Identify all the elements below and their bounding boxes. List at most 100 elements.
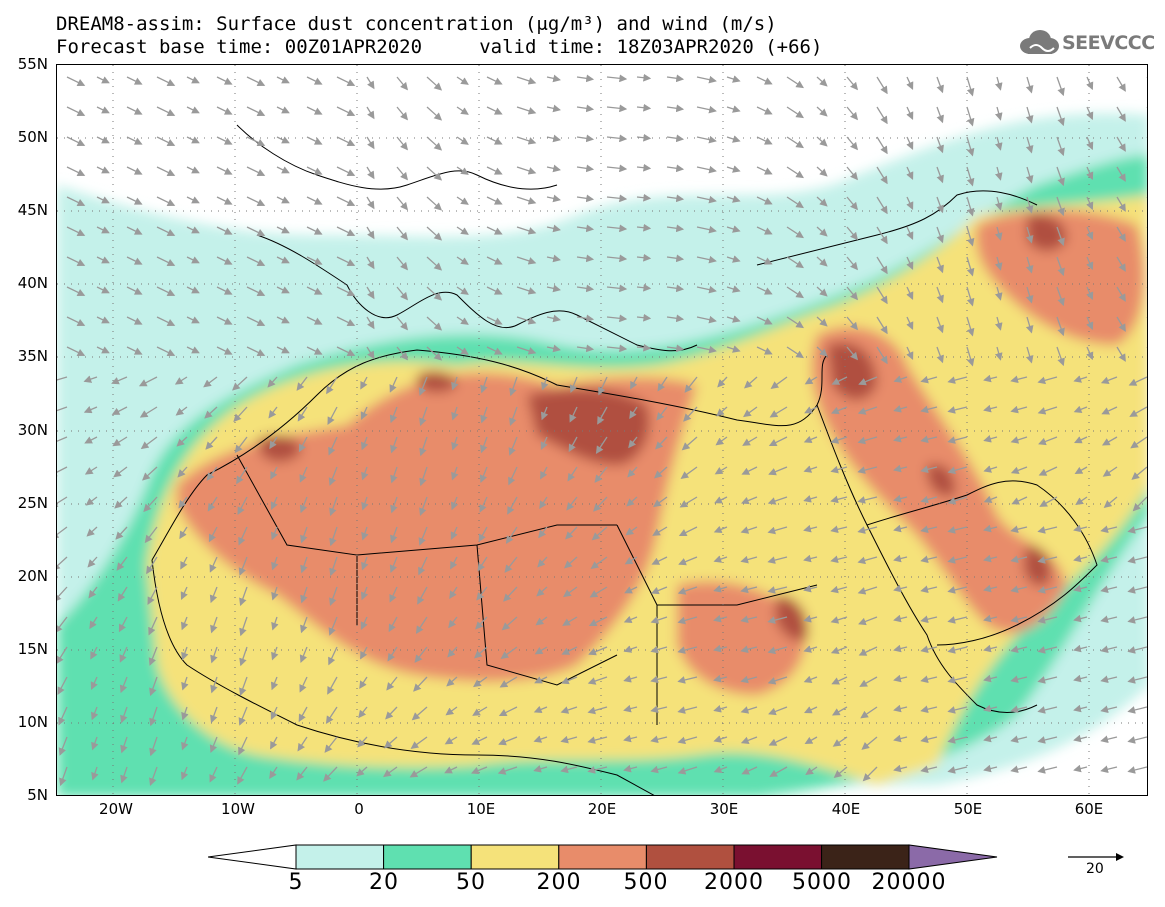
wind-arrow [177, 466, 188, 478]
wind-arrow [66, 316, 86, 326]
wind-arrow [270, 526, 279, 541]
wind-arrow [306, 286, 323, 295]
wind-arrow [606, 254, 628, 263]
wind-arrow [57, 466, 68, 477]
wind-arrow [666, 344, 685, 353]
wind-arrow [1010, 405, 1028, 414]
wind-arrow [246, 196, 266, 206]
wind-arrow [590, 556, 608, 569]
wind-arrow [846, 106, 859, 121]
wind-arrow [713, 644, 728, 653]
wind-arrow [1100, 735, 1118, 744]
wind-arrow [846, 286, 859, 301]
wind-arrow [740, 526, 758, 534]
wind-arrow [713, 585, 728, 593]
wind-arrow [966, 166, 975, 187]
wind-arrow [726, 255, 741, 263]
wind-arrow [186, 166, 200, 174]
wind-arrow [516, 106, 537, 115]
wind-arrow [677, 646, 698, 654]
wind-arrow [91, 736, 99, 751]
wind-arrow [696, 135, 717, 144]
wind-arrow [126, 286, 143, 295]
wind-arrow [846, 76, 859, 91]
wind-arrow [624, 556, 638, 565]
wind-arrow [451, 466, 459, 481]
wind-arrow [623, 734, 638, 743]
wind-arrow [186, 76, 200, 84]
wind-arrow [994, 226, 1003, 241]
wind-arrow [156, 256, 176, 266]
wind-arrow [156, 226, 176, 236]
wind-arrow [636, 313, 652, 322]
wind-arrow [893, 464, 908, 473]
wind-arrow [560, 735, 578, 744]
wind-arrow [654, 466, 668, 479]
wind-arrow [576, 224, 595, 233]
wind-arrow [920, 705, 938, 714]
wind-arrow [396, 136, 409, 151]
wind-arrow [390, 526, 398, 544]
wind-arrow [501, 616, 518, 631]
wind-arrow [181, 736, 189, 751]
wind-arrow [546, 284, 561, 293]
wind-arrow [650, 765, 668, 774]
wind-arrow [652, 526, 668, 536]
wind-arrow [246, 316, 266, 326]
wind-arrow [726, 105, 741, 113]
wind-arrow [175, 406, 188, 416]
wind-arrow [804, 406, 818, 414]
wind-arrow [606, 74, 628, 83]
wind-arrow [503, 586, 518, 602]
wind-arrow [1129, 406, 1147, 417]
wind-arrow [486, 256, 503, 265]
wind-arrow [208, 526, 218, 543]
wind-arrow [936, 106, 944, 124]
wind-arrow [636, 103, 652, 112]
wind-arrow [713, 525, 728, 534]
wind-arrow [149, 766, 158, 787]
lon-label: 0 [354, 800, 364, 818]
wind-arrow [505, 526, 518, 544]
wind-arrow [451, 406, 459, 421]
wind-arrow [994, 166, 1003, 181]
wind-arrow [857, 496, 878, 504]
wind-arrow [920, 555, 938, 564]
wind-arrow [239, 676, 248, 697]
wind-arrow [537, 556, 548, 568]
wind-arrow [276, 226, 290, 234]
wind-arrow [696, 225, 717, 234]
wind-arrow [1073, 375, 1088, 383]
wind-arrow [271, 646, 279, 661]
wind-arrow [861, 736, 878, 750]
wind-arrow [426, 256, 443, 271]
wind-arrow [366, 76, 375, 90]
wind-arrow [246, 286, 266, 296]
wind-arrow [516, 346, 537, 355]
wind-arrow [677, 616, 698, 625]
wind-arrow [1116, 226, 1126, 242]
wind-arrow [740, 645, 758, 654]
wind-arrow [186, 196, 200, 204]
wind-arrow [328, 646, 338, 666]
wind-arrow [1025, 346, 1034, 364]
wind-arrow [803, 554, 818, 563]
wind-arrow [296, 376, 308, 391]
wind-arrow [893, 674, 908, 683]
wind-arrow [713, 765, 728, 773]
wind-arrow [1086, 346, 1094, 361]
wind-arrow [1056, 286, 1065, 307]
wind-arrow [983, 764, 998, 773]
wind-arrow [857, 586, 878, 595]
wind-arrow [740, 736, 758, 745]
wind-arrow [561, 646, 578, 655]
wind-arrow [650, 735, 668, 744]
wind-arrow [726, 315, 741, 323]
wind-arrow [66, 256, 86, 266]
wind-arrow [1146, 167, 1147, 169]
wind-arrow [57, 496, 68, 508]
wind-arrow [593, 496, 608, 512]
wind-arrow [1039, 496, 1058, 507]
wind-arrow [480, 406, 488, 424]
wind-arrow [479, 496, 488, 513]
